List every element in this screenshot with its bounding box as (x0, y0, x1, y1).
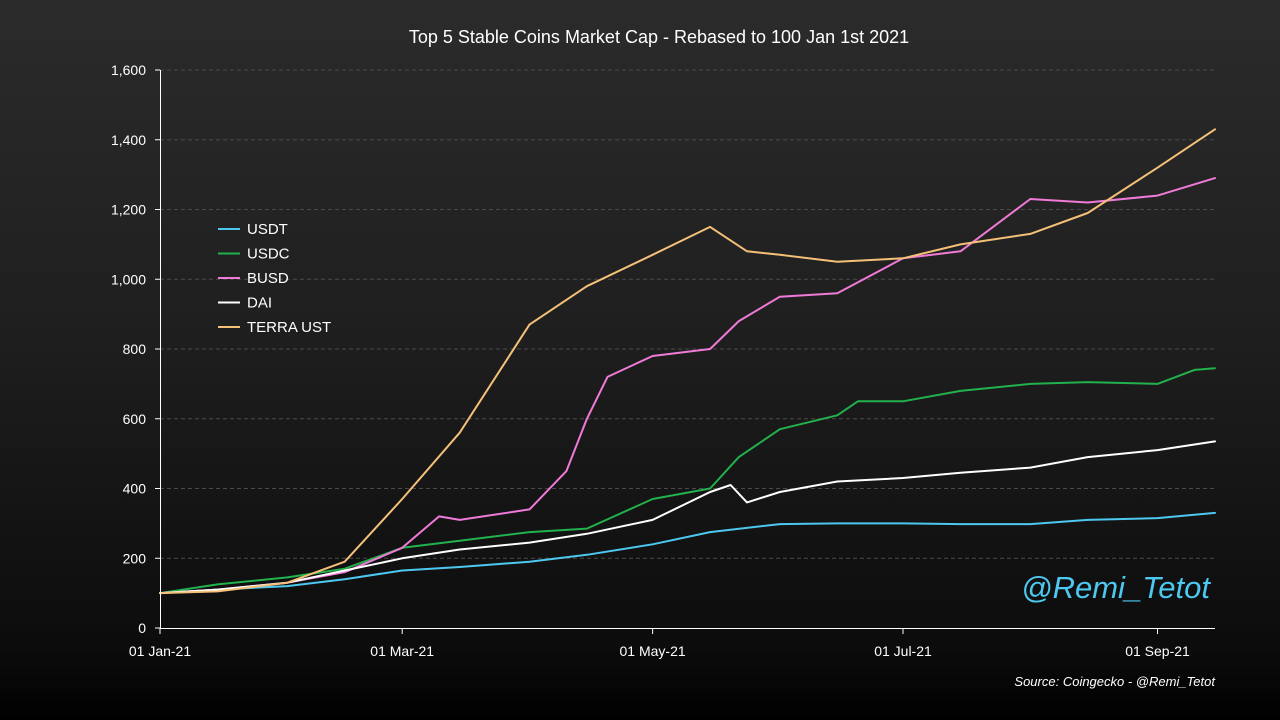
source-note: Source: Coingecko - @Remi_Tetot (1014, 674, 1216, 689)
y-tick-label: 1,200 (111, 202, 146, 218)
series-line-terra-ust (159, 128, 1216, 595)
y-tick-label: 1,400 (111, 132, 146, 148)
chart-title: Top 5 Stable Coins Market Cap - Rebased … (409, 27, 909, 47)
y-tick-label: 800 (123, 341, 147, 357)
y-tick-label: 600 (123, 411, 147, 427)
legend-label: USDC (247, 246, 290, 263)
y-tick-label: 200 (123, 550, 147, 566)
legend: USDT USDC BUSD DAI TERRA UST (218, 221, 331, 336)
x-tick-label: 01 Mar-21 (370, 643, 434, 659)
x-tick-label: 01 Jan-21 (129, 643, 191, 659)
y-tick-label: 400 (123, 481, 147, 497)
legend-label: BUSD (247, 270, 289, 287)
y-tick-label: 1,000 (111, 271, 146, 287)
legend-label: USDT (247, 221, 288, 238)
x-tick-labels: 01 Jan-21 01 Mar-21 01 May-21 01 Jul-21 01 S… (129, 628, 1190, 659)
y-tick-labels: 0 200 400 600 800 1,000 1,200 1,400 1,600 (111, 62, 160, 636)
series-line-busd (159, 177, 1216, 595)
x-tick-label: 01 May-21 (620, 643, 686, 659)
legend-label: TERRA UST (247, 319, 331, 336)
y-tick-label: 1,600 (111, 62, 146, 78)
x-tick-label: 01 Sep-21 (1125, 643, 1190, 659)
series-line-usdt (159, 511, 1216, 595)
x-tick-label: 01 Jul-21 (874, 643, 932, 659)
series-lines (159, 128, 1216, 595)
series-line-usdc (159, 367, 1216, 595)
axes (160, 70, 1215, 629)
series-line-dai (159, 440, 1216, 595)
watermark: @Remi_Tetot (1021, 570, 1211, 605)
gridlines (160, 69, 1215, 559)
y-tick-label: 0 (138, 620, 146, 636)
legend-label: DAI (247, 295, 272, 312)
